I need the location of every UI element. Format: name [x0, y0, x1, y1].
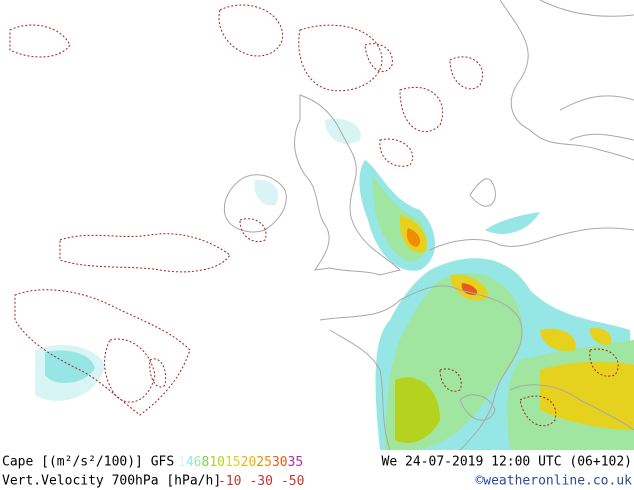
footer: Cape [(m²/s²/100)] GFS 1468101520253035 … — [0, 450, 634, 490]
cape-level: 30 — [272, 455, 288, 470]
vv-level: -30 — [249, 474, 272, 489]
cape-level: 6 — [194, 455, 202, 470]
vv-label: Vert.Velocity 700hPa [hPa/h] — [2, 474, 221, 489]
vv-legend: -10 -30 -50 — [218, 474, 304, 489]
cape-level: 1 — [178, 455, 186, 470]
cape-level: 10 — [209, 455, 225, 470]
footer-background — [0, 450, 634, 490]
date-label: We 24-07-2019 12:00 UTC (06+102) — [382, 455, 632, 470]
cape-level: 25 — [256, 455, 272, 470]
coastlines — [223, 0, 634, 451]
cape-level: 4 — [186, 455, 194, 470]
cape-legend: 1468101520253035 — [178, 455, 303, 470]
cape-level: 15 — [225, 455, 241, 470]
vv-level: -10 — [218, 474, 241, 489]
credit: ©weatheronline.co.uk — [475, 474, 632, 489]
cape-level: 8 — [201, 455, 209, 470]
vv-level: -50 — [281, 474, 304, 489]
cape-field — [35, 118, 634, 450]
cape-label: Cape [(m²/s²/100)] GFS — [2, 455, 174, 470]
cape-level: 35 — [288, 455, 304, 470]
vertical-velocity-contours — [9, 4, 619, 427]
cape-level: 20 — [241, 455, 257, 470]
map — [9, 0, 634, 451]
